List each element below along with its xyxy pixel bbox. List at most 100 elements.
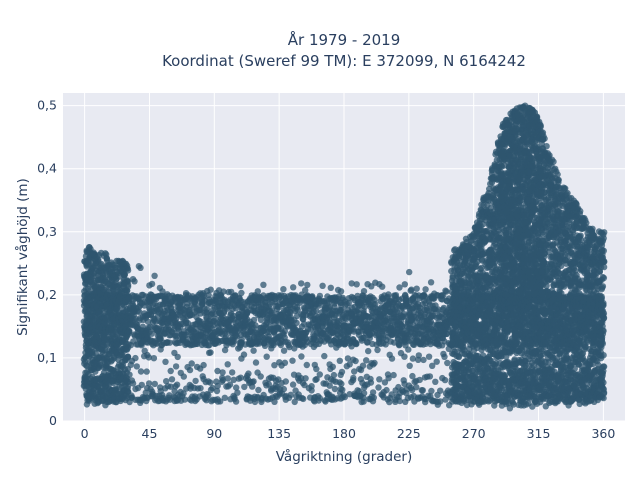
data-point xyxy=(287,391,294,398)
data-point xyxy=(290,284,297,291)
data-point xyxy=(415,352,422,359)
data-point xyxy=(172,363,180,370)
data-point xyxy=(437,387,444,394)
data-point xyxy=(360,288,368,295)
data-point xyxy=(302,375,309,382)
data-point xyxy=(444,359,451,367)
data-point xyxy=(321,352,328,360)
data-point xyxy=(379,283,386,290)
data-point xyxy=(224,375,231,382)
data-point xyxy=(138,381,145,389)
data-point xyxy=(441,376,449,384)
data-point xyxy=(385,291,392,298)
data-point xyxy=(371,359,378,367)
data-point xyxy=(168,376,176,383)
data-point xyxy=(363,357,370,364)
chart-title-line-1: År 1979 - 2019 xyxy=(288,30,401,49)
data-point xyxy=(329,363,336,370)
data-point xyxy=(401,281,408,288)
data-point xyxy=(188,360,195,367)
data-point xyxy=(151,380,158,388)
data-point xyxy=(327,284,334,291)
data-point xyxy=(313,365,320,373)
data-point xyxy=(255,386,262,394)
data-point xyxy=(331,385,339,393)
data-point xyxy=(352,357,359,365)
data-point xyxy=(401,353,408,360)
data-point xyxy=(237,374,244,381)
data-point xyxy=(428,387,435,395)
data-point xyxy=(406,268,413,276)
data-point xyxy=(237,282,244,290)
data-point xyxy=(148,280,156,288)
data-point xyxy=(280,385,287,393)
data-point xyxy=(426,373,434,380)
data-point xyxy=(173,381,181,388)
data-point xyxy=(367,379,375,386)
data-point xyxy=(360,398,367,405)
data-point xyxy=(192,377,199,385)
data-point xyxy=(413,384,420,391)
data-point xyxy=(419,387,426,394)
data-point xyxy=(338,368,346,376)
data-point xyxy=(207,379,214,386)
data-point xyxy=(298,280,305,287)
data-point xyxy=(396,284,403,291)
data-point xyxy=(365,347,372,355)
data-point xyxy=(409,355,417,362)
data-point xyxy=(300,395,307,403)
data-point xyxy=(234,389,241,396)
data-point xyxy=(396,397,403,405)
data-point xyxy=(316,371,323,378)
data-point xyxy=(406,362,413,369)
data-point xyxy=(143,368,150,375)
data-point xyxy=(250,347,257,354)
data-point xyxy=(388,355,396,362)
data-point xyxy=(207,349,214,356)
data-point xyxy=(263,353,270,360)
data-point xyxy=(145,380,153,387)
data-point xyxy=(433,358,440,365)
data-point xyxy=(375,384,382,391)
data-point xyxy=(150,355,158,362)
data-point xyxy=(303,361,310,369)
data-point xyxy=(174,353,181,361)
data-point xyxy=(245,370,252,377)
data-point xyxy=(344,355,352,362)
data-point xyxy=(353,281,360,288)
data-point xyxy=(129,380,137,387)
data-point xyxy=(103,342,111,349)
data-point xyxy=(308,387,315,394)
data-point xyxy=(238,289,245,297)
data-point xyxy=(432,378,439,385)
data-point xyxy=(124,281,132,288)
data-point xyxy=(280,286,287,293)
data-point xyxy=(229,369,236,376)
data-point xyxy=(200,361,207,369)
data-point xyxy=(137,264,144,271)
data-point xyxy=(413,285,420,292)
data-point xyxy=(349,376,357,384)
data-point xyxy=(405,346,412,353)
data-point xyxy=(252,359,260,366)
data-point xyxy=(133,363,140,370)
data-point xyxy=(207,286,214,293)
data-point xyxy=(124,267,132,274)
data-point xyxy=(240,351,248,358)
data-point xyxy=(390,371,397,379)
data-point xyxy=(260,281,267,288)
data-point xyxy=(339,386,346,393)
data-point xyxy=(441,353,448,360)
data-point xyxy=(370,394,377,401)
data-point xyxy=(180,373,187,380)
data-point xyxy=(427,279,435,286)
data-point xyxy=(336,357,343,364)
data-point xyxy=(289,357,296,364)
data-point xyxy=(197,385,204,392)
data-point xyxy=(376,376,383,383)
data-point xyxy=(293,319,300,327)
data-point xyxy=(224,361,231,368)
data-point xyxy=(131,278,138,285)
data-point xyxy=(359,362,367,369)
